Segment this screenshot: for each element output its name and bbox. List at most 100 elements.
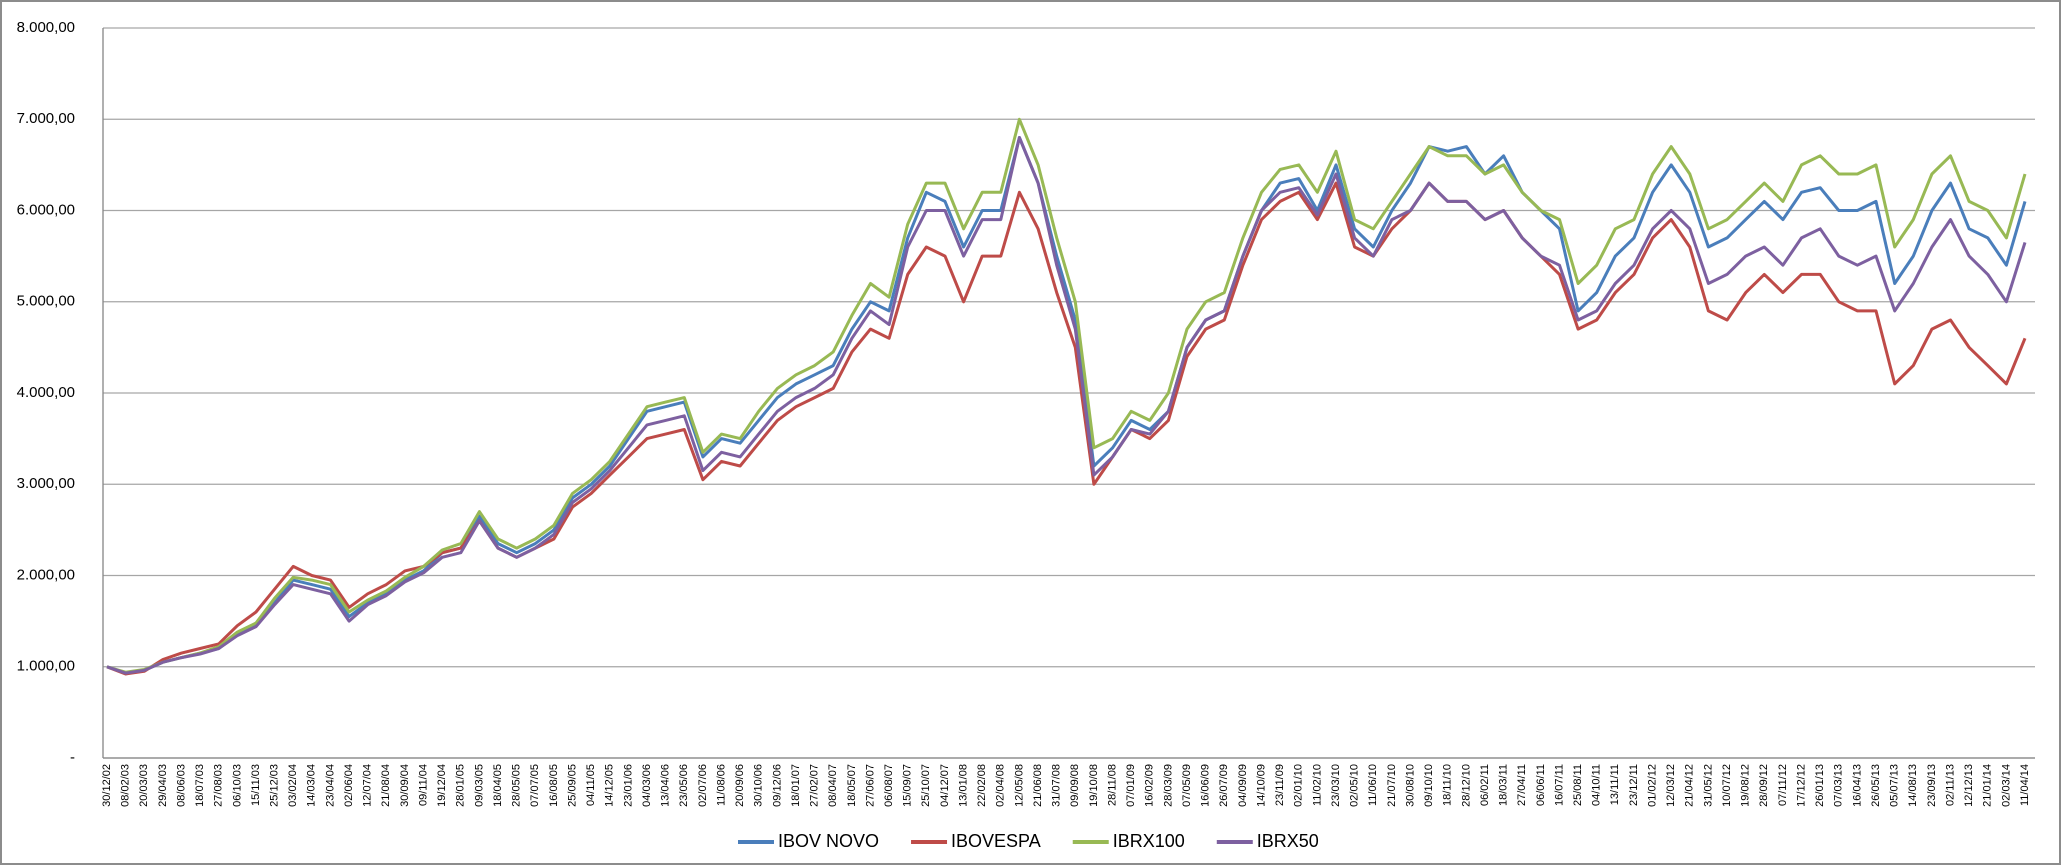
x-tick-label: 09/03/05 (473, 764, 485, 807)
x-tick-label: 28/05/05 (511, 764, 523, 807)
x-tick-label: 12/12/13 (1963, 764, 1975, 807)
x-tick-label: 29/04/03 (157, 764, 169, 807)
y-tick-label: 8.000,00 (17, 19, 75, 36)
x-tick-label: 07/01/09 (1125, 764, 1137, 807)
y-tick-label: 4.000,00 (17, 384, 75, 401)
x-tick-label: 08/04/07 (827, 764, 839, 807)
x-tick-label: 07/05/09 (1181, 764, 1193, 807)
x-tick-label: 05/07/13 (1889, 764, 1901, 807)
y-tick-label: 2.000,00 (17, 566, 75, 583)
x-tick-label: 30/09/04 (399, 764, 411, 807)
x-tick-label: 21/01/14 (1982, 764, 1994, 807)
x-tick-label: 21/06/08 (1032, 764, 1044, 807)
x-tick-label: 02/07/06 (697, 764, 709, 807)
x-tick-label: 16/08/05 (548, 764, 560, 807)
y-tick-label: - (70, 749, 75, 766)
x-tick-label: 14/12/05 (604, 764, 616, 807)
series-line (106, 136, 2027, 675)
legend-label: IBOV NOVO (778, 831, 879, 851)
legend-label: IBRX100 (1113, 831, 1185, 851)
x-tick-label: 04/10/11 (1591, 764, 1603, 806)
x-tick-label: 19/10/08 (1088, 764, 1100, 807)
x-tick-label: 04/03/06 (641, 764, 653, 807)
x-tick-label: 02/06/04 (343, 764, 355, 807)
x-tick-label: 28/11/08 (1106, 764, 1118, 806)
x-tick-label: 09/10/10 (1423, 764, 1435, 807)
x-tick-label: 18/05/07 (846, 764, 858, 807)
x-tick-label: 12/07/04 (362, 764, 374, 807)
x-tick-label: 06/10/03 (231, 764, 243, 807)
x-tick-label: 16/07/11 (1553, 764, 1565, 806)
x-tick-label: 10/07/12 (1721, 764, 1733, 807)
x-tick-label: 11/06/10 (1367, 764, 1379, 806)
x-tick-label: 09/12/06 (771, 764, 783, 807)
x-tick-label: 23/01/06 (622, 764, 634, 807)
x-tick-label: 06/06/11 (1535, 764, 1547, 806)
x-tick-label: 31/07/08 (1051, 764, 1063, 807)
x-tick-label: 23/11/09 (1274, 764, 1286, 806)
x-tick-label: 28/09/12 (1758, 764, 1770, 807)
x-tick-label: 27/08/03 (213, 764, 225, 807)
x-tick-label: 04/09/09 (1237, 764, 1249, 807)
x-tick-label: 28/01/05 (455, 764, 467, 807)
x-tick-label: 23/04/04 (324, 764, 336, 807)
x-tick-label: 27/02/07 (809, 764, 821, 807)
x-tick-label: 18/01/07 (790, 764, 802, 807)
x-tick-label: 13/04/06 (660, 764, 672, 807)
series-line (106, 117, 2027, 674)
x-tick-label: 15/11/03 (250, 764, 262, 806)
x-tick-label: 25/08/11 (1572, 764, 1584, 806)
x-tick-label: 12/05/08 (1013, 764, 1025, 807)
x-tick-label: 06/08/07 (883, 764, 895, 807)
x-tick-label: 20/09/06 (734, 764, 746, 807)
x-tick-label: 14/08/13 (1907, 764, 1919, 807)
x-tick-label: 23/05/06 (678, 764, 690, 807)
x-tick-label: 30/10/06 (753, 764, 765, 807)
x-tick-label: 02/01/10 (1293, 764, 1305, 807)
x-tick-label: 13/11/11 (1609, 764, 1621, 805)
x-tick-label: 18/04/05 (492, 764, 504, 807)
x-tick-label: 02/04/08 (995, 764, 1007, 807)
x-tick-label: 16/02/09 (1144, 764, 1156, 807)
x-tick-label: 11/04/14 (2019, 764, 2031, 806)
x-tick-label: 22/02/08 (976, 764, 988, 807)
x-tick-label: 09/09/08 (1069, 764, 1081, 807)
x-tick-label: 26/07/09 (1218, 764, 1230, 807)
x-tick-label: 31/05/12 (1702, 764, 1714, 807)
x-tick-label: 11/08/06 (715, 764, 727, 806)
y-tick-label: 1.000,00 (17, 658, 75, 675)
y-tick-label: 5.000,00 (17, 293, 75, 310)
x-tick-label: 21/04/12 (1684, 764, 1696, 807)
x-tick-label: 27/04/11 (1516, 764, 1528, 806)
x-tick-label: 23/03/10 (1330, 764, 1342, 807)
x-tick-label: 15/09/07 (902, 764, 914, 807)
x-tick-label: 09/11/04 (417, 764, 429, 806)
x-tick-label: 08/02/03 (120, 764, 132, 807)
x-tick-label: 20/03/03 (138, 764, 150, 807)
x-tick-label: 14/10/09 (1255, 764, 1267, 807)
x-tick-label: 30/12/02 (101, 764, 113, 807)
legend-label: IBOVESPA (951, 831, 1041, 851)
x-tick-label: 21/08/04 (380, 764, 392, 807)
x-tick-label: 04/11/05 (585, 764, 597, 806)
x-tick-label: 16/04/13 (1851, 764, 1863, 807)
x-tick-label: 14/03/04 (306, 764, 318, 807)
x-tick-label: 07/11/12 (1777, 764, 1789, 806)
x-tick-label: 19/08/12 (1740, 764, 1752, 807)
y-tick-label: 6.000,00 (17, 201, 75, 218)
x-tick-label: 02/05/10 (1349, 764, 1361, 807)
x-tick-label: 18/11/10 (1442, 764, 1454, 806)
x-tick-label: 12/03/12 (1665, 764, 1677, 807)
x-tick-label: 17/12/12 (1795, 764, 1807, 807)
x-tick-label: 21/07/10 (1386, 764, 1398, 807)
x-tick-label: 28/12/10 (1460, 764, 1472, 807)
x-tick-label: 07/03/13 (1833, 764, 1845, 807)
legend-label: IBRX50 (1257, 831, 1319, 851)
x-tick-label: 16/06/09 (1200, 764, 1212, 807)
x-tick-label: 25/12/03 (268, 764, 280, 807)
x-tick-label: 23/12/11 (1628, 764, 1640, 806)
x-tick-label: 13/01/08 (957, 764, 969, 807)
x-tick-label: 18/03/11 (1498, 764, 1510, 806)
x-tick-label: 19/12/04 (436, 764, 448, 807)
